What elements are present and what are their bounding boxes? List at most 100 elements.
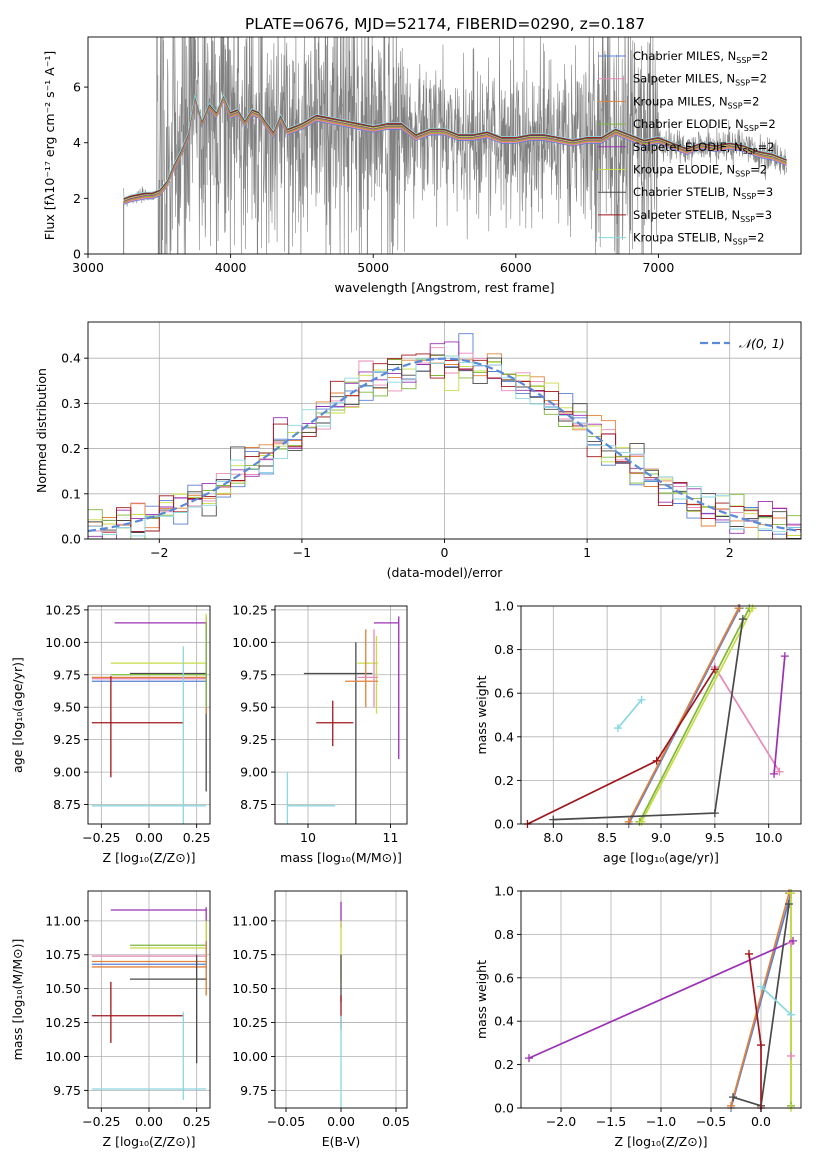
gaussian-reference-curve [88, 357, 801, 533]
weight-marker [780, 652, 789, 661]
weight-marker [710, 665, 719, 674]
spectrum-legend: Chabrier MILES, NSSP=2 Salpeter MILES, NS… [598, 49, 776, 247]
weight-vs-Z-plot-area [528, 892, 794, 1108]
y-tick-label: 9.50 [240, 700, 268, 715]
weight-series-line [638, 607, 751, 823]
x-tick-label: 10.0 [755, 830, 783, 845]
y-tick-label: 10.00 [45, 1049, 81, 1064]
weight-series-line [730, 892, 790, 1107]
weight-series-line [714, 666, 781, 773]
axes-frame [87, 36, 802, 255]
x-tick-label: 3000 [72, 260, 104, 275]
y-tick-label: 8.75 [53, 797, 81, 812]
y-tick-label: 10.75 [232, 947, 268, 962]
legend-label: Salpeter MILES, NSSP=2 [633, 72, 767, 88]
y-tick-label: 0.0 [61, 532, 81, 547]
weight-vs-age-panel: 8.0 8.5 9.0 9.5 10.0 0.0 0.2 0.4 0.6 0.8 1.0 age [l… [474, 599, 802, 865]
y-tick-label: 0.2 [61, 441, 81, 456]
x-tick-label: 0.05 [382, 1114, 410, 1129]
y-tick-label: 10.25 [232, 602, 268, 617]
weight-marker [787, 889, 795, 898]
age-vs-mass-panel: 10 11 8.75 9.00 9.25 9.50 9.75 10.00 10.25 mass [… [232, 602, 408, 865]
y-tick-label: 9.75 [53, 667, 81, 682]
histogram-series [88, 355, 801, 537]
y-tick-label: 10.25 [232, 1015, 268, 1030]
y-tick-label: 0.2 [494, 773, 514, 788]
y-tick-label: 0.2 [494, 1057, 514, 1072]
x-tick-label: 11 [383, 830, 399, 845]
x-tick-label: −2.0 [546, 1114, 576, 1129]
y-tick-label: 1.0 [494, 599, 514, 614]
x-tick-label: 0.00 [327, 1114, 355, 1129]
x-tick-label: 8.0 [543, 830, 563, 845]
weight-marker [613, 724, 622, 733]
y-axis-label: mass [log₁₀(M/M⊙)] [10, 939, 25, 1061]
plot-layer: 3000 4000 5000 6000 7000 0 2 4 6 wavelength [Angs… [10, 36, 802, 1149]
x-axis-label: (data-model)/error [387, 565, 504, 580]
y-tick-label: 9.25 [240, 732, 268, 747]
weight-marker [624, 817, 633, 826]
weight-marker [789, 936, 797, 945]
y-axis-label: mass weight [474, 675, 489, 754]
weight-marker [637, 695, 646, 704]
weight-marker [637, 817, 646, 826]
weight-series-line [640, 607, 754, 823]
y-tick-label: 0.8 [494, 642, 514, 657]
spectrum-panel: 3000 4000 5000 6000 7000 0 2 4 6 wavelength [Angs… [42, 36, 802, 295]
legend-label: Chabrier MILES, NSSP=2 [633, 49, 768, 65]
weight-marker [729, 1093, 737, 1102]
x-tick-label: −0.25 [82, 1114, 120, 1129]
x-tick-label: 5000 [357, 260, 389, 275]
spectrum-plot-area [123, 37, 787, 254]
weight-marker [770, 769, 779, 778]
y-tick-label: 9.75 [53, 1083, 81, 1098]
y-tick-label: 9.75 [240, 667, 268, 682]
x-tick-label: 6000 [500, 260, 532, 275]
x-tick-label: −0.05 [267, 1114, 305, 1129]
x-tick-label: 0 [441, 545, 449, 560]
y-axis-label: Normed distribution [34, 368, 49, 493]
y-tick-label: 0.6 [494, 686, 514, 701]
y-tick-label: 0.0 [494, 817, 514, 832]
x-tick-label: 0.00 [135, 1114, 163, 1129]
residuals-legend: 𝒩(0, 1) [700, 336, 785, 351]
x-axis-label: Z [log₁₀(Z/Z⊙)] [615, 1134, 708, 1149]
y-tick-label: 10.00 [45, 635, 81, 650]
y-tick-label: 10.50 [232, 981, 268, 996]
y-tick-label: 11.00 [45, 913, 81, 928]
x-axis-label: Z [log₁₀(Z/Z⊙)] [103, 850, 196, 865]
x-tick-label: 0.00 [135, 830, 163, 845]
x-axis-label: mass [log₁₀(M/M⊙)] [280, 850, 402, 865]
x-tick-label: 8.5 [597, 830, 617, 845]
legend-label: 𝒩(0, 1) [739, 336, 785, 351]
x-axis-label: E(B-V) [322, 1134, 361, 1149]
x-tick-label: 0.25 [183, 1114, 211, 1129]
weight-series-line [773, 656, 786, 774]
y-tick-label: 0.4 [61, 351, 81, 366]
x-tick-label: 7000 [642, 260, 674, 275]
y-tick-label: 4 [73, 135, 81, 150]
mass-vs-EBV-panel: −0.05 0.00 0.05 9.75 10.00 10.25 10.50 10.75 11.… [232, 890, 410, 1149]
y-tick-label: 9.00 [240, 765, 268, 780]
x-tick-label: 2 [726, 545, 734, 560]
y-tick-label: 10.75 [45, 947, 81, 962]
y-tick-label: 9.25 [53, 732, 81, 747]
legend-label: Kroupa MILES, NSSP=2 [633, 94, 759, 110]
y-axis-label: mass weight [474, 960, 489, 1039]
weight-marker [727, 1101, 735, 1110]
y-tick-label: 10.25 [45, 602, 81, 617]
x-tick-label: −0.5 [696, 1114, 726, 1129]
legend-label: Kroupa ELODIE, NSSP=2 [633, 163, 767, 179]
histogram-series [88, 353, 801, 539]
y-tick-label: 2 [73, 191, 81, 206]
x-tick-label: 0.0 [751, 1114, 771, 1129]
y-tick-label: 6 [73, 80, 81, 95]
y-tick-label: 0.0 [494, 1101, 514, 1116]
figure-title: PLATE=0676, MJD=52174, FIBERID=0290, z=0… [245, 15, 645, 33]
x-tick-label: 4000 [215, 260, 247, 275]
weight-marker [785, 900, 793, 909]
y-tick-label: 0.4 [494, 1014, 514, 1029]
x-tick-label: 9.0 [651, 830, 671, 845]
y-tick-label: 9.00 [53, 765, 81, 780]
